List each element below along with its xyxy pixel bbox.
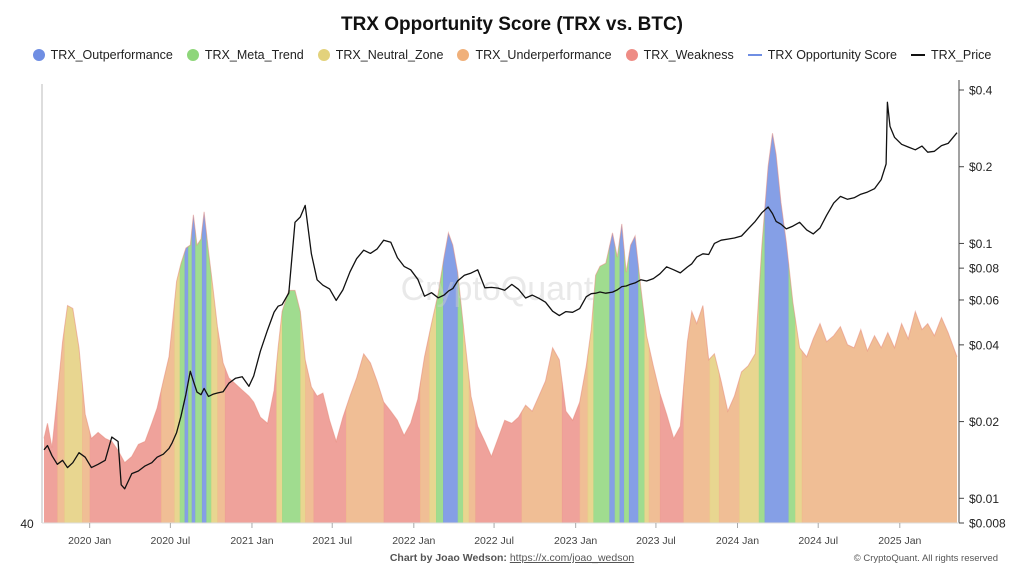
x-axis-tick-label: 2021 Jan [230, 535, 273, 547]
legend-swatch-dot [317, 49, 330, 61]
zone-band-meta-trend [638, 133, 645, 523]
credit-link[interactable]: https://x.com/joao_wedson [509, 552, 635, 564]
chart-legend: TRX_Outperformance TRX_Meta_Trend TRX_Neut… [0, 48, 1024, 62]
legend-label: TRX Opportunity Score [767, 48, 897, 62]
legend-item[interactable]: TRX_Underperformance [457, 48, 612, 62]
zone-band-outperformance [764, 133, 790, 523]
zone-band-underperformance [161, 133, 175, 523]
right-axis-tick-label: $0.2 [969, 160, 993, 174]
x-axis-tick-label: 2024 Jan [716, 535, 759, 547]
zone-band-neutral [64, 133, 83, 523]
zone-band-underperformance [718, 133, 740, 523]
legend-label: TRX_Underperformance [475, 48, 612, 62]
zone-band-underperformance [57, 133, 65, 523]
zone-band-underperformance [683, 133, 711, 523]
x-axis-tick-label: 2025 Jan [878, 535, 921, 547]
trx-price-line [43, 101, 958, 490]
zone-band-meta-trend [179, 133, 186, 523]
opportunity-score-series [43, 133, 958, 464]
x-axis-tick-label: 2023 Jul [636, 535, 676, 547]
chart-title: TRX Opportunity Score (TRX vs. BTC) [340, 14, 684, 35]
zone-band-meta-trend [188, 133, 193, 523]
x-axis-tick-label: 2024 Jul [798, 535, 838, 547]
chart-axes: 40 $0.4 $0.2 $0.1 $0.08 $0.06 $0.04 $0.02 $0.01 $… [20, 80, 1006, 547]
zone-band-neutral [644, 133, 650, 523]
right-axis-tick-label: $0.1 [969, 237, 993, 251]
right-axis-tick-label: $0.08 [969, 262, 999, 276]
legend-item[interactable]: TRX_Price [910, 48, 992, 62]
zone-band-meta-trend [624, 133, 630, 523]
x-axis-tick-label: 2021 Jul [312, 535, 352, 547]
zone-band-weakness [89, 133, 162, 523]
zone-band-neutral [174, 133, 181, 523]
zone-band-neutral [300, 133, 306, 523]
zone-band-weakness [224, 133, 277, 523]
legend-item[interactable]: TRX_Outperformance [32, 48, 173, 62]
legend-swatch-dot [457, 49, 470, 61]
zone-band-underperformance [648, 133, 661, 523]
credit-prefix: Chart by Joao Wedson: [389, 552, 507, 564]
legend-label: TRX_Meta_Trend [204, 48, 304, 62]
opportunity-score-line [43, 133, 958, 464]
right-axis-tick-label: $0.06 [969, 293, 999, 307]
zone-band-underperformance [801, 133, 957, 523]
legend-swatch-line [747, 54, 762, 56]
trx-price-series [43, 101, 958, 490]
copyright-notice: © CryptoQuant. All rights reserved [853, 553, 998, 564]
x-axis-tick-label: 2022 Jul [474, 535, 514, 547]
right-axis-tick-label: $0.04 [969, 338, 999, 352]
legend-item[interactable]: TRX Opportunity Score [747, 48, 897, 62]
watermark-text: CryptoQuant [401, 270, 594, 308]
zone-band-underperformance [305, 133, 315, 523]
zone-band-neutral [739, 133, 760, 523]
zone-band-weakness [44, 133, 58, 523]
zone-band-weakness [313, 133, 347, 523]
zone-band-outperformance [628, 133, 639, 523]
legend-swatch-dot [625, 49, 638, 61]
zone-band-neutral [709, 133, 720, 523]
zone-band-weakness [659, 133, 684, 523]
zone-band-meta-trend [593, 133, 610, 523]
zone-band-outperformance [609, 133, 616, 523]
legend-label: TRX_Price [930, 48, 992, 62]
x-axis-tick-label: 2022 Jan [392, 535, 435, 547]
zone-band-neutral [429, 133, 437, 523]
legend-label: TRX_Neutral_Zone [335, 48, 444, 62]
legend-swatch-dot [32, 49, 45, 61]
left-axis-tick-label: 40 [20, 517, 34, 531]
zone-band-outperformance [191, 133, 196, 523]
zone-band-outperformance [184, 133, 189, 523]
legend-swatch-dot [186, 49, 199, 61]
legend-label: TRX_Outperformance [50, 48, 173, 62]
right-axis-tick-label: $0.01 [969, 492, 999, 506]
right-axis-tick-label: $0.02 [969, 415, 999, 429]
zone-band-neutral [211, 133, 218, 523]
chart-credit: Chart by Joao Wedson: https://x.com/joao… [0, 552, 1024, 564]
zone-band-neutral [276, 133, 283, 523]
right-axis-tick-label: $0.4 [969, 84, 993, 98]
zone-band-neutral [795, 133, 803, 523]
legend-item[interactable]: TRX_Meta_Trend [186, 48, 304, 62]
zone-band-outperformance [201, 133, 207, 523]
x-axis-tick-label: 2023 Jan [554, 535, 597, 547]
legend-swatch-line [910, 54, 925, 56]
zone-band-outperformance [619, 133, 625, 523]
zone-band-meta-trend [206, 133, 212, 523]
zone-band-meta-trend [758, 133, 766, 523]
x-axis-tick-label: 2020 Jul [151, 535, 191, 547]
zone-band-meta-trend [614, 133, 621, 523]
zone-band-underperformance [346, 133, 385, 523]
right-axis-tick-label: $0.008 [969, 517, 1006, 531]
x-axis-tick-label: 2020 Jan [68, 535, 111, 547]
legend-item[interactable]: TRX_Weakness [625, 48, 734, 62]
legend-item[interactable]: TRX_Neutral_Zone [317, 48, 444, 62]
zone-band-underperformance [217, 133, 226, 523]
zone-band-meta-trend [195, 133, 203, 523]
legend-label: TRX_Weakness [643, 48, 734, 62]
zone-band-meta-trend [457, 133, 464, 523]
zone-band-meta-trend [788, 133, 796, 523]
zone-band-meta-trend [436, 133, 444, 523]
